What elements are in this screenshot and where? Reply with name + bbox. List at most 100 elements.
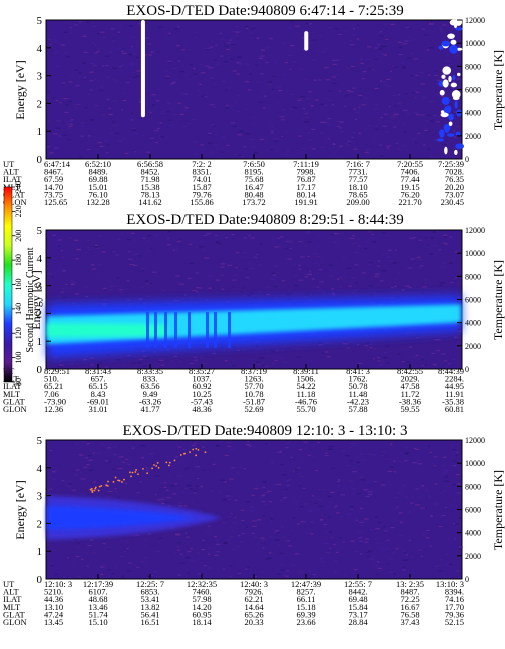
texture-speck [80, 492, 86, 495]
texture-speck [170, 83, 175, 85]
texture-speck [259, 357, 265, 359]
texture-speck [117, 467, 123, 470]
texture-speck [86, 246, 90, 248]
texture-speck [226, 542, 232, 544]
texture-speck [56, 127, 61, 129]
texture-speck [88, 459, 93, 461]
texture-speck [92, 481, 97, 483]
texture-speck [224, 541, 228, 543]
texture-speck [389, 444, 394, 446]
texture-speck [220, 274, 225, 276]
panel-1-plot-area [45, 19, 463, 160]
texture-speck [215, 513, 218, 515]
texture-speck [334, 560, 338, 562]
texture-speck [330, 491, 335, 493]
texture-speck [189, 243, 193, 245]
texture-speck [117, 496, 120, 499]
table-cell: 6853. [140, 587, 159, 597]
texture-speck [135, 534, 140, 536]
texture-speck [176, 475, 182, 477]
texture-speck [142, 544, 146, 546]
texture-speck [453, 336, 458, 338]
texture-speck [89, 539, 94, 541]
texture-speck [265, 558, 270, 560]
speckle-point [90, 487, 93, 490]
texture-speck [144, 539, 148, 541]
texture-speck [194, 359, 198, 361]
texture-speck [167, 231, 171, 233]
texture-speck [349, 66, 354, 68]
table-cell: 12.36 [44, 404, 63, 414]
texture-speck [260, 571, 265, 573]
texture-speck [92, 452, 95, 454]
y2-tick-label: 4000 [465, 319, 481, 328]
texture-speck [376, 276, 381, 278]
texture-speck [214, 239, 218, 241]
texture-speck [357, 245, 361, 247]
texture-speck [52, 234, 56, 236]
table-cell: 15.10 [88, 617, 107, 627]
texture-speck [290, 456, 294, 459]
texture-speck [318, 505, 323, 507]
texture-speck [213, 106, 216, 108]
texture-speck [71, 489, 77, 491]
texture-speck [417, 463, 423, 465]
texture-speck [251, 532, 256, 534]
texture-speck [140, 444, 146, 447]
texture-speck [68, 483, 72, 485]
texture-speck [208, 67, 214, 69]
texture-speck [284, 488, 289, 491]
texture-speck [163, 70, 169, 72]
texture-speck [452, 464, 457, 467]
texture-speck [443, 469, 449, 471]
texture-speck [250, 510, 255, 512]
texture-speck [384, 540, 388, 542]
texture-speck [401, 550, 406, 552]
texture-speck [221, 136, 226, 138]
texture-speck [151, 271, 157, 273]
texture-speck [221, 522, 227, 524]
edge-speckle [454, 99, 458, 109]
texture-speck [331, 467, 336, 469]
texture-speck [318, 342, 322, 344]
texture-speck [286, 570, 290, 572]
table-row-label: ALT [3, 167, 20, 177]
texture-speck [132, 71, 135, 73]
texture-speck [90, 264, 95, 266]
texture-speck [440, 282, 445, 284]
texture-speck [63, 31, 68, 33]
texture-speck [333, 233, 339, 235]
texture-speck [408, 237, 414, 239]
texture-speck [91, 268, 97, 270]
table-cell: 69.39 [296, 609, 315, 619]
texture-speck [98, 362, 103, 364]
texture-speck [203, 234, 208, 237]
texture-speck [286, 150, 290, 152]
texture-speck [55, 65, 60, 67]
texture-speck [415, 354, 419, 357]
texture-speck [54, 470, 59, 472]
texture-speck [66, 98, 71, 100]
texture-speck [397, 353, 401, 355]
texture-speck [155, 550, 161, 552]
texture-speck [136, 44, 142, 46]
texture-speck [300, 256, 305, 258]
texture-speck [195, 287, 200, 289]
texture-speck [448, 563, 453, 565]
texture-speck [354, 264, 359, 266]
texture-speck [317, 499, 322, 501]
texture-speck [308, 23, 313, 25]
texture-speck [347, 93, 351, 95]
texture-speck [91, 42, 95, 44]
texture-speck [318, 79, 321, 81]
texture-speck [262, 539, 267, 541]
texture-speck [426, 244, 429, 246]
speckle-point [146, 472, 149, 475]
texture-speck [84, 107, 88, 109]
texture-speck [337, 485, 342, 487]
texture-speck [208, 547, 212, 549]
table-cell: 69.48 [348, 594, 367, 604]
texture-speck [381, 549, 386, 551]
y-tick-label: 3 [37, 71, 43, 83]
texture-speck [212, 463, 216, 466]
